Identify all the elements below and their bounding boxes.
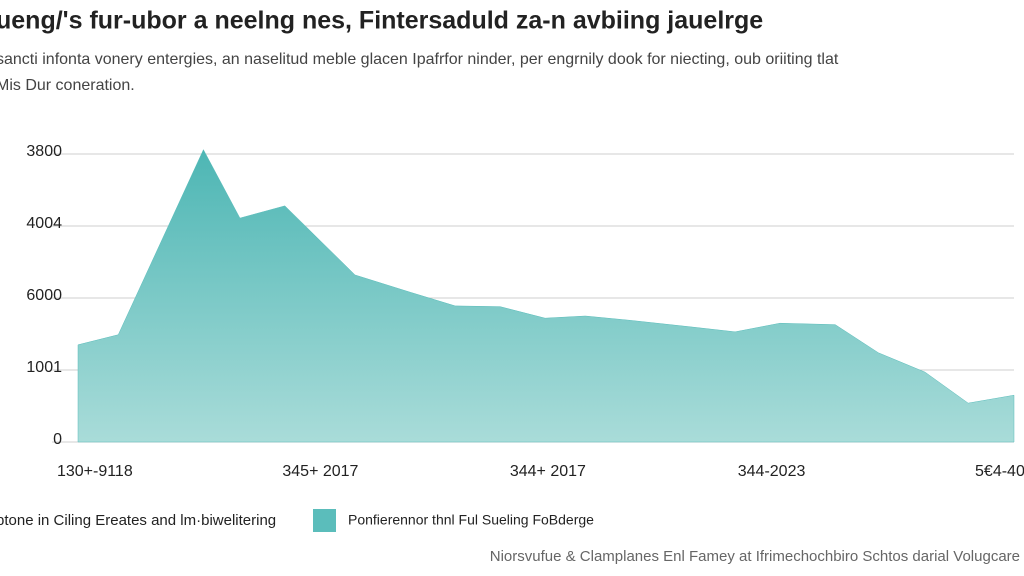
x-tick-label: 344-2023 xyxy=(738,463,806,480)
chart-title: ueng/'s fur-ubor a neelng nes, Fintersad… xyxy=(0,7,763,35)
subtitle: Mis Dur coneration. xyxy=(0,77,135,94)
area xyxy=(77,149,1015,443)
y-tick-label: 1001 xyxy=(26,359,62,376)
x-tick-label: 344+ 2017 xyxy=(510,463,586,480)
y-tick-label: 0 xyxy=(53,431,62,448)
y-tick-label: 6000 xyxy=(26,287,62,304)
x-tick-label: 345+ 2017 xyxy=(282,463,358,480)
footer: Niorsvufue & Clamplanes Enl Famey at Ifr… xyxy=(490,548,1020,565)
x-tick-label: 5€4-40 xyxy=(975,463,1024,480)
legend-swatch xyxy=(313,509,336,532)
y-tick-label: 4004 xyxy=(26,215,62,232)
subtitle: sancti infonta vonery entergies, an nase… xyxy=(0,51,839,68)
legend-note: ptone in Ciling Ereates and lm·biweliter… xyxy=(0,512,276,529)
legend-label: Ponfierennor thnl Ful Sueling FoBderge xyxy=(348,512,594,528)
y-tick-label: 3800 xyxy=(26,143,62,160)
x-tick-label: 130+-9118 xyxy=(57,463,133,480)
